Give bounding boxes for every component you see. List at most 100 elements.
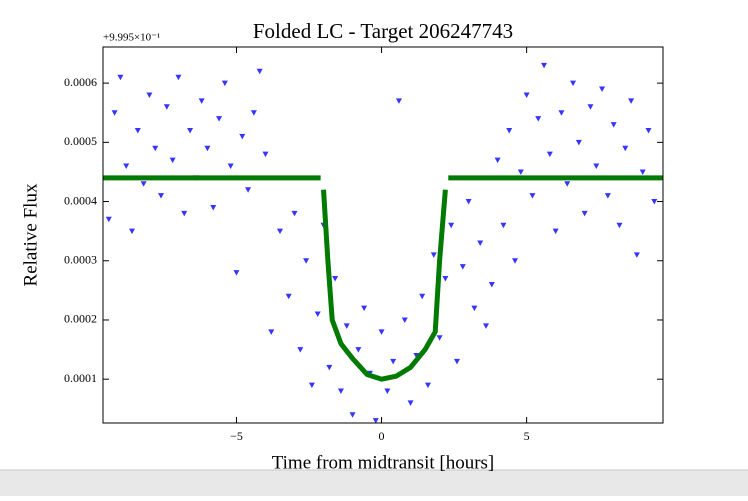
data-point [500,222,507,229]
x-axis-label: Time from midtransit [hours] [272,452,495,473]
data-point [483,323,490,329]
data-point [134,127,141,134]
data-point [413,352,420,359]
data-point [349,412,356,418]
data-point [262,151,269,158]
data-point [616,222,623,229]
data-point [303,258,310,264]
data-point [204,145,211,152]
data-point [146,92,153,98]
y-tick-label: 0.0006 [64,75,97,89]
data-point [210,204,217,211]
y-tick-label: 0.0002 [64,312,97,326]
data-point [587,104,594,110]
data-point [628,98,635,104]
data-point [384,388,391,395]
data-point [285,293,292,300]
y-tick-label: 0.0005 [64,134,97,148]
data-point [471,305,478,312]
data-point [332,276,339,282]
data-point [378,329,385,335]
data-point [221,80,228,87]
data-point [187,127,194,134]
data-point [297,347,304,353]
data-point [314,311,321,318]
data-point [535,116,542,122]
data-point [169,157,176,164]
data-point [645,127,652,134]
data-point [355,347,362,353]
data-point [372,418,379,423]
data-point [337,388,344,395]
data-point [268,329,275,335]
data-point [541,62,548,69]
data-point [488,281,495,288]
data-point [453,358,460,365]
data-point [517,169,524,175]
data-point [512,258,519,264]
data-point [506,127,513,134]
data-point [436,335,443,341]
x-tick-label: 5 [524,429,530,443]
data-point [395,98,402,104]
data-point [276,228,283,235]
y-tick-label: 0.0003 [64,253,97,267]
plot-area [103,62,663,423]
data-point [430,252,437,258]
chart-title: Folded LC - Target 206247743 [253,19,513,43]
data-point [245,187,252,193]
data-point [593,163,600,170]
data-point [599,86,606,93]
data-point [239,133,246,140]
data-point [633,252,640,258]
data-point [140,181,147,187]
data-point [604,193,611,199]
data-point [198,98,205,104]
y-axis-label: Relative Flux [20,183,41,286]
data-point [117,74,124,81]
data-point [575,139,582,146]
data-point [610,122,617,128]
data-point [401,317,408,323]
data-point [442,276,449,282]
data-point [465,199,472,205]
y-tick-label: 0.0004 [64,193,97,207]
data-point [558,110,565,116]
data-point [407,400,414,406]
y-tick-label: 0.0001 [64,371,97,385]
data-point [494,157,501,164]
data-point [158,193,165,199]
data-point [424,382,431,389]
data-point [651,199,658,205]
data-point [639,169,646,175]
data-point [570,80,577,87]
data-point [250,110,257,116]
data-point [390,358,397,365]
data-point [552,228,559,235]
data-point [123,163,130,170]
data-point [546,151,553,158]
data-point [529,193,536,199]
data-point [129,228,136,235]
offset-text: +9.995×10⁻¹ [103,32,160,44]
data-point [216,116,223,122]
window-bar [0,470,748,496]
data-point [419,293,426,300]
data-point [163,104,170,110]
data-point [523,92,530,98]
data-point [105,216,112,223]
data-point [477,240,484,246]
x-tick-label: −5 [230,429,243,443]
data-point [448,222,455,229]
data-point [152,145,159,152]
data-point [256,68,263,75]
model-line [103,175,663,382]
data-point [233,270,240,276]
data-point [581,210,588,217]
data-point [291,210,298,217]
data-point [459,264,466,270]
data-point [564,181,571,187]
data-point [111,110,118,116]
